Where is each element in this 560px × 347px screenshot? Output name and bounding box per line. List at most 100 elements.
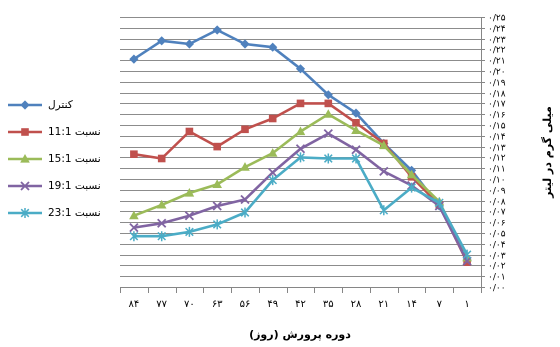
y-tick-label: ۰/۲۰ xyxy=(488,68,506,78)
y-tick-label: ۰/۰۰ xyxy=(488,284,506,294)
series-1-data-point xyxy=(323,90,333,100)
series-4-data-point xyxy=(351,145,361,155)
y-tick-label: ۰/۱۶ xyxy=(488,111,506,121)
series-5-data-point xyxy=(157,231,167,242)
series-4-data-point xyxy=(240,194,250,205)
series-1-data-point xyxy=(240,39,250,49)
series-5-data-point xyxy=(434,197,444,208)
series-3-data-point xyxy=(351,125,361,134)
series-2-data-point xyxy=(130,150,138,158)
x-tick-label: ۸۴ xyxy=(129,299,140,310)
series-2-data-point xyxy=(268,114,277,123)
legend-item-ratio-19-1: نسبت 19:1 xyxy=(6,173,114,200)
legend-label-ratio-15-1: نسبت 15:1 xyxy=(48,152,101,165)
series-4-data-point xyxy=(379,166,389,177)
series-5-data-point xyxy=(296,152,305,163)
y-axis-title: میلی گرم در لیتر xyxy=(541,106,554,199)
y-tick-label: ۰/۲۴ xyxy=(488,25,506,35)
series-4-data-point xyxy=(295,144,306,154)
y-tick-label: ۰/۲۲ xyxy=(488,46,506,56)
y-tick-label: ۰/۱۳ xyxy=(488,144,506,154)
y-tick-label: ۰/۲۵ xyxy=(488,14,506,24)
y-tick-label: ۰/۱۷ xyxy=(488,100,506,110)
y-tick-label: ۰/۱۸ xyxy=(488,90,506,100)
series-3-data-point xyxy=(156,199,167,209)
series-4-data-point xyxy=(184,211,195,221)
y-tick-label: ۰/۰۸ xyxy=(488,198,506,208)
series-3 xyxy=(129,109,472,262)
series-4-data-point xyxy=(462,256,472,266)
series-3-data-point xyxy=(129,210,139,220)
series-5-data-point xyxy=(240,207,250,218)
x-tick-label: ۷۷ xyxy=(156,299,167,310)
x-tick-label: ۵۶ xyxy=(240,299,251,310)
legend-marker xyxy=(21,127,29,136)
x-axis-title: دوره پرورش (روز) xyxy=(249,328,351,341)
y-tick-label: ۰/۰۷ xyxy=(488,208,506,218)
series-4-data-point xyxy=(129,222,139,233)
legend-marker xyxy=(20,99,30,110)
series-1-data-point xyxy=(157,36,167,46)
legend-item-ratio-11-1: نسبت 11:1 xyxy=(6,118,114,145)
series-5-line xyxy=(133,156,469,256)
series-5-data-point xyxy=(129,231,139,242)
legend-x-icon xyxy=(8,181,42,191)
series-5-data-point xyxy=(462,249,472,260)
series-3-data-point xyxy=(267,148,278,157)
series-4-data-point xyxy=(268,167,278,178)
y-tick-label: ۰/۰۶ xyxy=(488,219,506,229)
y-tick-label: ۰/۱۵ xyxy=(488,122,506,132)
series-3-data-point xyxy=(406,169,417,179)
series-3-data-point xyxy=(323,109,334,118)
series-2-data-point xyxy=(213,142,221,151)
legend-triangle-icon xyxy=(8,153,42,163)
series-1-data-point xyxy=(184,39,194,49)
legend: کنترل نسبت 11:1 نسبت 15:1 نسبت 19:1 نسبت… xyxy=(6,91,114,227)
axes: ۰/۰۰۰/۰۱۰/۰۲۰/۰۳۰/۰۴۰/۰۵۰/۰۶۰/۰۷۰/۰۸۰/۰۹… xyxy=(120,14,506,310)
series-1-data-point xyxy=(295,64,306,74)
series-5-data-point xyxy=(379,205,389,216)
series-2-data-point xyxy=(157,154,166,163)
x-tick-label: ۶۳ xyxy=(212,299,223,310)
x-tick-label: ۱ xyxy=(464,299,469,310)
x-tick-label: ۷۰ xyxy=(184,299,195,310)
y-tick-label: ۰/۰۲ xyxy=(488,262,506,272)
legend-marker xyxy=(20,181,30,191)
series-3-data-point xyxy=(184,188,195,197)
series-2-data-point xyxy=(324,99,333,108)
y-tick-label: ۰/۲۱ xyxy=(488,57,506,67)
y-tick-label: ۰/۱۹ xyxy=(488,79,506,89)
x-tick-label: ۷ xyxy=(437,299,443,310)
series-4-data-point xyxy=(212,201,222,211)
x-tick-label: ۲۱ xyxy=(378,299,389,310)
series-1 xyxy=(129,25,472,265)
series-5-data-point xyxy=(351,153,361,164)
y-tick-label: ۰/۱۴ xyxy=(488,133,506,143)
y-tick-label: ۰/۰۹ xyxy=(488,187,506,197)
legend-item-ratio-15-1: نسبت 15:1 xyxy=(6,145,114,172)
y-tick-label: ۰/۰۱ xyxy=(488,273,506,283)
x-tick-label: ۳۵ xyxy=(323,299,334,310)
series-1-data-point xyxy=(268,42,278,52)
series-3-data-point xyxy=(212,179,222,188)
series-1-data-point xyxy=(212,25,222,35)
series-3-data-point xyxy=(240,162,250,171)
series-4-data-point xyxy=(323,128,333,139)
series-4-data-point xyxy=(157,218,167,228)
x-tick-label: ۴۹ xyxy=(267,299,278,310)
legend-item-control: کنترل xyxy=(6,91,114,118)
series-3-data-point xyxy=(295,126,306,136)
legend-marker xyxy=(20,208,30,219)
legend-star-icon xyxy=(8,208,42,219)
series-5-data-point xyxy=(268,175,278,186)
series-5-data-point xyxy=(212,219,222,230)
legend-square-icon xyxy=(8,127,42,136)
legend-label-ratio-11-1: نسبت 11:1 xyxy=(48,125,101,138)
series-2-data-point xyxy=(296,99,305,108)
y-tick-label: ۰/۰۴ xyxy=(488,241,506,251)
legend-label-ratio-19-1: نسبت 19:1 xyxy=(48,180,101,193)
y-tick-label: ۰/۰۵ xyxy=(488,230,506,240)
y-tick-label: ۰/۱۲ xyxy=(488,154,506,164)
series-5-data-point xyxy=(407,182,416,193)
